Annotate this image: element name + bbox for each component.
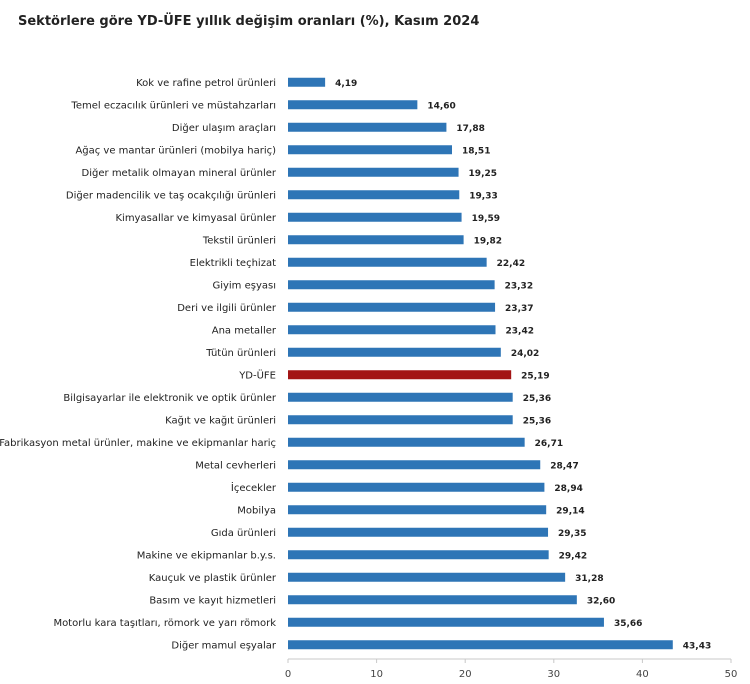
data-label: 31,28 (575, 574, 603, 584)
bar (288, 302, 496, 312)
category-label: Deri ve ilgili ürünler (177, 303, 277, 314)
bar (288, 77, 326, 87)
bar (288, 235, 464, 245)
x-tick-label: 30 (547, 669, 560, 680)
bar (288, 167, 459, 177)
category-label: Ağaç ve mantar ürünleri (mobilya hariç) (75, 144, 276, 156)
category-label: Motorlu kara taşıtları, römork ve yarı r… (53, 618, 276, 629)
x-tick-label: 50 (725, 669, 738, 680)
data-label: 28,47 (550, 461, 578, 471)
bar (288, 392, 513, 402)
category-label: Kok ve rafine petrol ürünleri (136, 78, 276, 89)
data-label: 22,42 (497, 259, 525, 269)
bar (288, 460, 541, 470)
category-label: Ana metaller (212, 325, 277, 336)
data-label: 14,60 (427, 101, 455, 111)
bar (288, 527, 549, 537)
category-label: Kauçuk ve plastik ürünler (149, 573, 277, 584)
bar (288, 370, 512, 380)
data-label: 19,59 (472, 214, 500, 224)
data-label: 23,37 (505, 304, 533, 314)
bar (288, 100, 418, 110)
bar (288, 325, 496, 335)
bar (288, 640, 673, 650)
category-label: Metal cevherleri (195, 460, 276, 471)
category-label: Diğer metalik olmayan mineral ürünler (82, 167, 277, 179)
data-label: 25,36 (523, 416, 551, 426)
data-label: 19,82 (474, 236, 502, 246)
data-label: 4,19 (335, 79, 357, 89)
category-label: Diğer madencilik ve taş ocakçılığı ürünl… (66, 189, 276, 201)
x-tick-label: 20 (459, 669, 472, 680)
category-label: Makine ve ekipmanlar b.y.s. (137, 550, 276, 561)
data-label: 25,19 (521, 371, 549, 381)
category-label: Giyim eşyası (212, 280, 276, 291)
bar (288, 617, 604, 627)
category-label: Gıda ürünleri (211, 528, 276, 539)
category-label: Tekstil ürünleri (202, 235, 276, 246)
data-label: 23,42 (506, 326, 534, 336)
data-label: 25,36 (523, 394, 551, 404)
category-label: Kimyasallar ve kimyasal ürünler (115, 213, 276, 224)
data-label: 24,02 (511, 349, 539, 359)
category-label: İçecekler (231, 481, 277, 494)
data-label: 32,60 (587, 596, 615, 606)
data-label: 29,14 (556, 506, 584, 516)
category-label: Diğer mamul eşyalar (171, 639, 276, 651)
category-label: Mobilya (237, 505, 276, 516)
bar (288, 257, 487, 267)
bar (288, 550, 549, 560)
bar (288, 505, 547, 515)
category-label: Fabrikasyon metal ürünler, makine ve eki… (0, 438, 276, 449)
data-label: 29,35 (558, 529, 586, 539)
data-label: 29,42 (559, 551, 587, 561)
bar (288, 347, 501, 357)
data-label: 19,33 (469, 191, 497, 201)
bar (288, 482, 545, 492)
data-label: 18,51 (462, 146, 490, 156)
category-label: YD-ÜFE (238, 368, 276, 381)
bar (288, 122, 447, 132)
data-label: 19,25 (469, 169, 497, 179)
bar (288, 212, 462, 222)
bar (288, 280, 495, 290)
x-tick-label: 40 (636, 669, 649, 680)
data-label: 35,66 (614, 619, 642, 629)
category-label: Temel eczacılık ürünleri ve müstahzarlar… (70, 100, 276, 111)
bar (288, 572, 566, 582)
category-label: Basım ve kayıt hizmetleri (149, 595, 276, 606)
category-label: Tütün ürünleri (205, 348, 276, 359)
data-label: 26,71 (535, 439, 563, 449)
data-label: 43,43 (683, 641, 711, 651)
category-label: Elektrikli teçhizat (190, 258, 276, 269)
category-label: Bilgisayarlar ile elektronik ve optik ür… (63, 393, 276, 404)
bar (288, 595, 577, 605)
chart-title: Sektörlere göre YD-ÜFE yıllık değişim or… (18, 14, 480, 29)
category-label: Kağıt ve kağıt ürünleri (165, 414, 276, 426)
data-label: 28,94 (554, 484, 582, 494)
category-label: Diğer ulaşım araçları (172, 122, 276, 134)
bar (288, 415, 513, 425)
x-tick-label: 10 (370, 669, 383, 680)
bar (288, 190, 460, 200)
x-tick-label: 0 (285, 669, 291, 680)
bar (288, 145, 452, 155)
bar (288, 437, 525, 447)
data-label: 17,88 (456, 124, 484, 134)
data-label: 23,32 (505, 281, 533, 291)
